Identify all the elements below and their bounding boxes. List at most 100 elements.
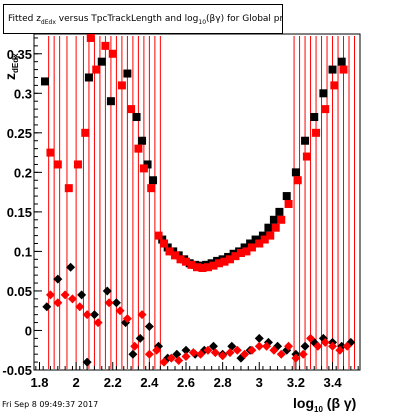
data-point-square [134,144,143,153]
data-point-diamond [276,349,286,359]
data-point-diamond [291,353,301,363]
data-point-diamond [203,345,213,355]
x-tick-label: 3.4 [323,375,342,390]
data-point-diamond [93,318,103,328]
y-tick-label: 0.05 [7,284,32,299]
date-stamp: Fri Sep 8 09:49:37 2017 [2,400,99,409]
data-point-diamond [218,351,228,361]
data-point-square [97,57,106,66]
data-point-diamond [313,341,323,351]
data-point-square [312,128,321,137]
x-axis-title: log10 (β γ) [293,395,356,414]
x-axis-title-pre: log [293,395,314,411]
y-axis-title: zdEdx [2,53,20,80]
data-point-square [269,215,278,224]
data-point-diamond [232,345,242,355]
data-point-square [225,255,234,264]
data-point-square [310,113,319,122]
data-point-square [132,113,141,122]
plot-frame [33,33,361,371]
data-point-diamond [128,349,138,359]
data-point-square [171,251,180,260]
data-point-square [138,136,147,145]
data-point-diamond [104,298,114,308]
data-point-diamond [53,274,63,284]
data-point-diamond [306,333,316,343]
data-point-square [182,257,191,266]
x-tick-label: 1.8 [30,375,48,390]
data-point-diamond [115,306,125,316]
data-point-diamond [254,333,264,343]
y-tick-label: 0.1 [14,244,32,259]
data-point-square [209,261,218,270]
data-point-diamond [328,341,338,351]
data-point-diamond [225,348,235,358]
y-axis-title-main: z [2,73,18,80]
x-tick-label: 3.2 [287,375,305,390]
data-point-diamond [188,348,198,358]
data-point-diamond [210,348,220,358]
data-point-square [293,176,302,185]
data-point-diamond [42,302,52,312]
data-point-square [277,215,286,224]
data-point-diamond [196,349,206,359]
y-tick-label: 0.3 [14,86,32,101]
data-point-diamond [53,298,63,308]
data-point-square [154,231,163,240]
data-point-square [139,164,148,173]
data-point-square [220,257,229,266]
y-axis-ticks: -0.05 0 0.05 0.1 0.15 0.2 0.25 0.3 0.35 [2,37,42,378]
data-point-diamond [82,310,92,320]
data-point-square [264,223,273,232]
data-markers [40,33,356,367]
x-tick-label: 2.4 [140,375,159,390]
data-point-square [301,136,310,145]
data-point-square [321,105,330,114]
data-point-square [123,69,132,78]
data-point-square [247,243,256,252]
data-point-square [282,192,291,201]
data-point-diamond [102,286,112,296]
data-point-diamond [111,298,121,308]
y-tick-label: 0.25 [7,126,32,141]
x-tick-label: 2.2 [104,375,122,390]
data-point-square [117,81,126,90]
data-point-square [231,252,240,261]
data-point-diamond [67,294,77,304]
y-axis-title-sub: dEdx [11,53,20,73]
data-point-square [64,184,73,193]
x-axis-title-post: (β γ) [323,395,356,411]
data-point-diamond [298,349,308,359]
data-point-square [330,81,339,90]
data-point-square [275,207,284,216]
data-point-square [193,263,201,272]
data-point-diamond [181,345,191,355]
data-point-square [242,247,251,256]
data-point-square [255,239,264,248]
y-tick-label: 0.2 [14,165,32,180]
title-mid: versus TpcTrackLength and log [55,14,199,24]
data-point-square [187,260,196,269]
y-tick-label: 0.35 [7,47,32,62]
data-point-square [101,41,110,50]
data-point-square [260,235,269,244]
data-point-square [92,65,101,74]
data-point-diamond [137,310,147,320]
data-point-diamond [335,345,345,355]
data-point-square [284,199,293,208]
title-pre: Fitted z [8,14,41,24]
title-sub-dedx: dEdx [40,18,56,26]
data-point-square [86,33,95,42]
data-point-square [81,128,90,137]
data-point-diamond [152,345,162,355]
data-point-square [236,248,245,257]
data-point-square [266,231,275,240]
data-point-square [106,97,115,106]
data-point-diamond [300,341,310,351]
data-point-diamond [60,290,70,300]
data-point-diamond [66,262,76,272]
data-point-diamond [174,356,184,366]
y-tick-label: 0.15 [7,205,32,220]
data-point-square [53,160,62,169]
